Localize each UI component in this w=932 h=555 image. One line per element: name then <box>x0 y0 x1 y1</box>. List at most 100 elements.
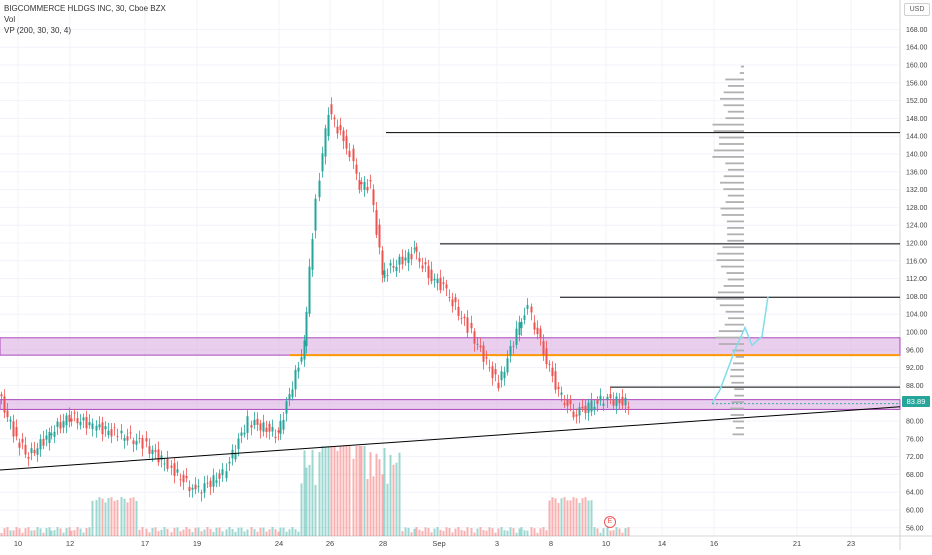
x-tick-label: 12 <box>66 539 74 548</box>
volume-profile-bar <box>730 368 744 371</box>
volume-bar <box>407 527 410 536</box>
candle-body <box>530 306 533 313</box>
candle-body <box>212 475 215 487</box>
volume-profile-bar <box>726 220 744 223</box>
candle-body <box>609 394 612 399</box>
candle-body <box>506 358 509 373</box>
candle-body <box>578 407 581 416</box>
volume-bar <box>569 500 572 536</box>
volume-profile-bar <box>735 426 744 429</box>
candle-body <box>339 125 342 131</box>
y-tick-label: 104.00 <box>906 312 928 319</box>
volume-profile-bar <box>724 323 744 326</box>
volume-bar <box>476 528 479 536</box>
volume-bar <box>268 529 271 536</box>
volume-profile-bar <box>716 336 744 339</box>
candle-body <box>398 256 401 265</box>
candle-body <box>454 297 457 303</box>
volume-bar <box>383 447 386 536</box>
earnings-icon[interactable]: E <box>604 516 616 528</box>
volume-bar <box>314 484 317 536</box>
candle-body <box>107 430 110 436</box>
candle-body <box>129 432 132 434</box>
candle-body <box>50 433 53 436</box>
volume-bar <box>166 528 169 536</box>
candle-body <box>457 306 460 316</box>
volume-bar <box>6 527 9 536</box>
candle-body <box>33 449 36 454</box>
candle-body <box>160 455 163 460</box>
candle-body <box>56 421 59 428</box>
candle-body <box>427 265 430 278</box>
volume-bar <box>418 529 421 536</box>
volume-indicator-label[interactable]: Vol <box>4 15 16 24</box>
candle-body <box>401 256 404 265</box>
volume-bar <box>433 528 436 536</box>
volume-bar <box>79 528 82 536</box>
volume-profile-label[interactable]: VP (200, 30, 30, 4) <box>4 26 72 35</box>
volume-bar <box>188 528 191 536</box>
candle-body <box>627 407 630 409</box>
volume-profile-bar <box>718 330 744 333</box>
volume-profile-bar <box>730 407 744 410</box>
volume-profile-bar <box>717 252 744 255</box>
candle-body <box>3 396 6 413</box>
volume-bar <box>509 527 512 536</box>
x-tick-label: 8 <box>549 539 553 548</box>
volume-bar <box>95 499 98 536</box>
volume-bar <box>500 527 503 536</box>
volume-profile-bar <box>713 149 744 152</box>
volume-bar <box>45 528 48 536</box>
volume-bar <box>151 527 154 536</box>
volume-bar <box>110 497 113 536</box>
volume-bar <box>599 532 602 536</box>
volume-bar <box>98 497 101 536</box>
candle-body <box>0 394 3 397</box>
volume-bar <box>135 500 138 536</box>
volume-bar <box>288 529 291 536</box>
candle-body <box>421 265 424 269</box>
candle-body <box>215 480 218 483</box>
candle-body <box>482 345 485 362</box>
volume-bar <box>197 527 200 536</box>
candle-body <box>488 367 491 369</box>
volume-bar <box>318 452 321 536</box>
symbol-title[interactable]: BIGCOMMERCE HLDGS INC, 30, Cboe BZX <box>4 4 166 13</box>
currency-label[interactable]: USD <box>904 3 930 16</box>
candle-body <box>413 248 416 250</box>
volume-bar <box>73 530 76 536</box>
candle-body <box>418 258 421 262</box>
candle-body <box>618 399 621 404</box>
volume-bar <box>311 449 314 536</box>
candle-body <box>448 297 451 299</box>
volume-bar <box>560 498 563 536</box>
y-tick-label: 88.00 <box>906 383 924 390</box>
volume-bar <box>145 528 148 536</box>
volume-profile-bar <box>721 214 744 216</box>
volume-bar <box>372 476 375 536</box>
volume-profile-bar <box>725 162 744 165</box>
candle-body <box>518 322 521 335</box>
volume-bar <box>584 497 587 536</box>
y-tick-label: 136.00 <box>906 169 928 176</box>
candle-body <box>470 322 473 329</box>
candle-body <box>311 239 314 270</box>
volume-profile-bar <box>740 65 744 68</box>
candle-body <box>285 401 288 414</box>
candle-body <box>39 439 42 450</box>
volume-bar <box>520 527 523 536</box>
volume-bar <box>612 530 615 536</box>
volume-bar <box>285 531 288 536</box>
candle-body <box>451 299 454 307</box>
volume-bar <box>191 532 194 536</box>
volume-bar <box>173 527 176 536</box>
volume-profile-bar <box>727 233 744 236</box>
candle-body <box>383 270 386 278</box>
price-zone <box>0 399 901 410</box>
candle-body <box>554 371 557 390</box>
candle-body <box>624 397 627 406</box>
volume-bar <box>24 528 27 536</box>
candle-body <box>271 426 274 432</box>
